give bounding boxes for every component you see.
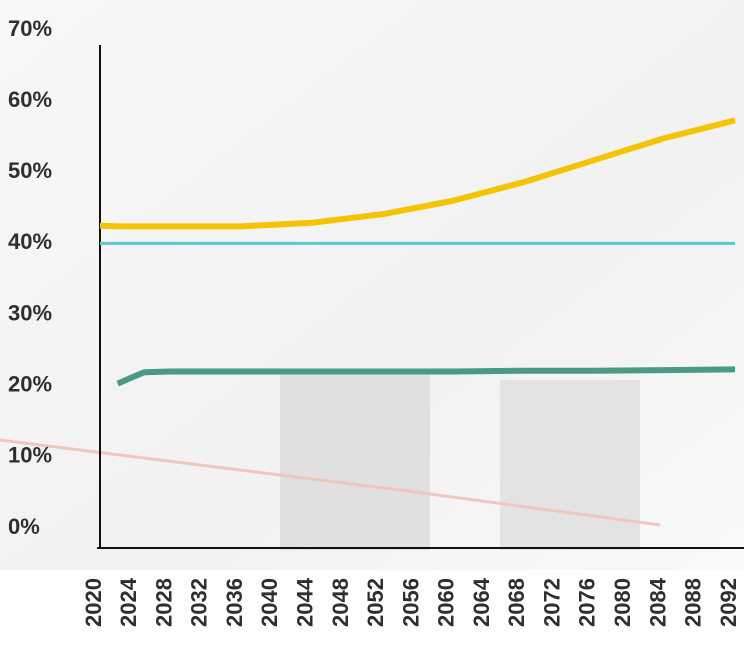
- y-tick-label: 10%: [8, 443, 52, 468]
- x-tick-label: 2080: [610, 578, 635, 627]
- x-tick-label: 2060: [434, 578, 459, 627]
- y-tick-label: 50%: [8, 158, 52, 183]
- y-tick-label: 40%: [8, 229, 52, 254]
- x-tick-label: 2068: [504, 578, 529, 627]
- x-tick-label: 2036: [222, 578, 247, 627]
- x-tick-label: 2032: [187, 578, 212, 627]
- y-tick-label: 0%: [8, 514, 40, 539]
- x-tick-label: 2040: [257, 578, 282, 627]
- background-shape: [500, 380, 640, 550]
- x-tick-label: 2028: [151, 578, 176, 627]
- y-tick-label: 60%: [8, 87, 52, 112]
- x-tick-label: 2044: [292, 577, 317, 627]
- page: {"chart_data": {"type": "line", "x": [20…: [0, 0, 744, 646]
- x-tick-label: 2076: [575, 578, 600, 627]
- y-tick-label: 20%: [8, 372, 52, 397]
- x-tick-label: 2064: [469, 577, 494, 627]
- x-tick-label: 2072: [539, 578, 564, 627]
- x-tick-label: 2020: [81, 578, 106, 627]
- x-tick-label: 2024: [116, 577, 141, 627]
- x-tick-label: 2052: [363, 578, 388, 627]
- x-tick-label: 2048: [328, 578, 353, 627]
- background-shape: [280, 370, 430, 550]
- x-tick-label: 2084: [645, 577, 670, 627]
- x-tick-label: 2056: [398, 578, 423, 627]
- y-tick-label: 70%: [8, 16, 52, 41]
- y-tick-label: 30%: [8, 300, 52, 325]
- x-tick-label: 2092: [716, 578, 741, 627]
- x-tick-label: 2088: [681, 578, 706, 627]
- chart: 0% 10% 20% 30% 40% 50% 60% 70% 2020 2024 2028 2032 2…: [0, 0, 744, 646]
